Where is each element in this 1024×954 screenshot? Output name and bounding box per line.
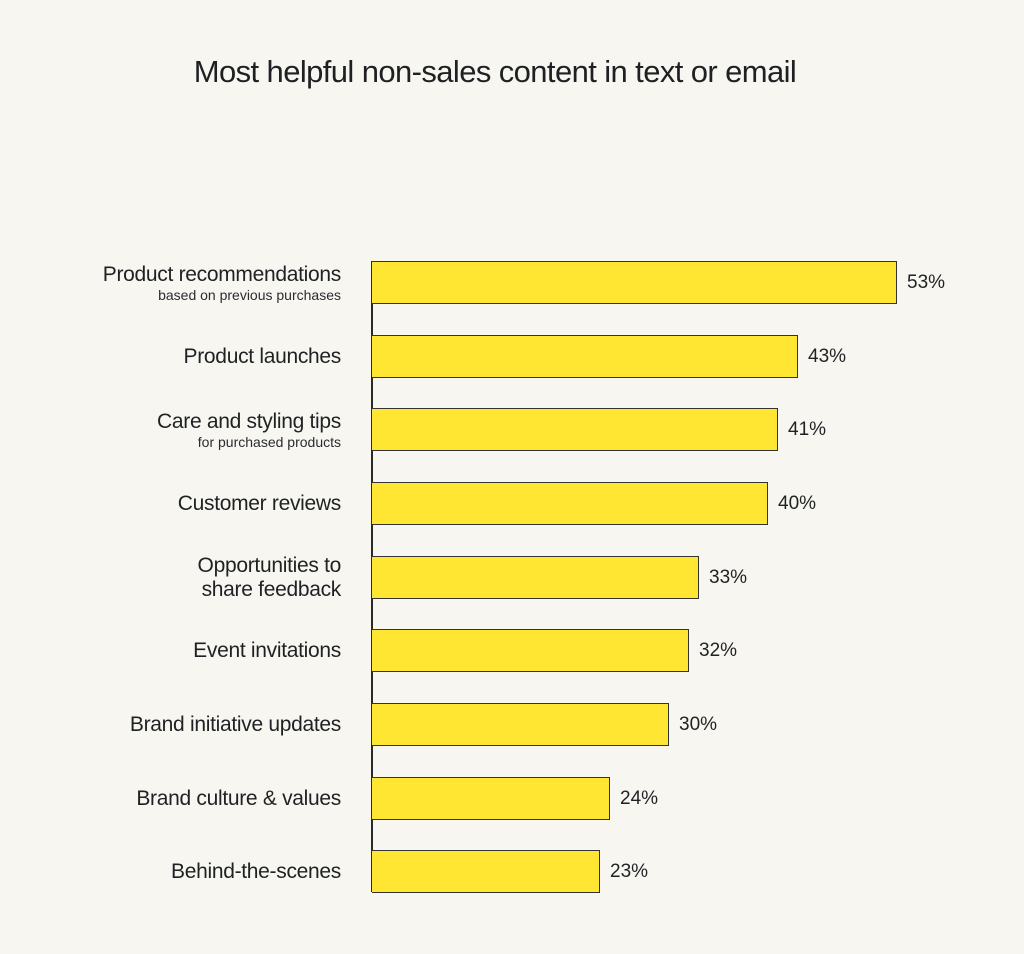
category-label: Customer reviews [177,482,342,526]
value-label: 23% [610,861,649,882]
bar-row: Behind-the-scenes 23% [0,850,1024,894]
bar-row: Brand initiative updates 30% [0,703,1024,747]
bar-row: Care and styling tips for purchased produ… [0,408,1024,452]
bar [372,261,897,304]
bar-row: Product recommendations based on previous… [0,261,1024,305]
bar [372,703,669,746]
bar [372,482,768,525]
category-label: Brand culture & values [136,777,341,821]
category-label: Care and styling tips for purchased produ… [157,408,341,452]
category-sublabel: based on previous purchases [158,286,341,303]
category-label-main: Event invitations [193,639,341,662]
category-label-line2: share feedback [201,578,342,601]
category-label: Brand initiative updates [130,703,341,747]
category-label-main: Brand initiative updates [129,713,341,736]
chart-title: Most helpful non-sales content in text o… [193,54,797,89]
category-label-main: Care and styling tips [157,409,341,433]
value-label: 40% [778,493,817,514]
value-label: 32% [699,640,738,661]
category-label-main: Product recommendations [102,262,342,286]
category-label: Opportunities to share feedback [197,554,342,601]
category-label-main: Customer reviews [177,492,342,515]
value-label: 53% [907,272,946,293]
bar [372,777,610,820]
bar-row: Product launches 43% [0,335,1024,379]
category-label-main: Behind-the-scenes [170,860,341,883]
category-label-main: Product launches [183,345,342,368]
category-label-main: Opportunities to [197,554,342,577]
value-label: 43% [808,346,847,367]
category-label-main: Brand culture & values [136,787,341,810]
value-label: 24% [620,788,659,809]
value-label: 33% [709,567,748,588]
bar [372,850,600,893]
bar-row: Customer reviews 40% [0,482,1024,526]
category-label: Product launches [183,335,342,379]
bar [372,408,778,451]
category-label: Event invitations [193,629,341,673]
value-label: 41% [788,419,827,440]
bar-row: Brand culture & values 24% [0,777,1024,821]
bar-row: Event invitations 32% [0,629,1024,673]
bar [372,556,699,599]
category-sublabel: for purchased products [197,433,341,450]
bar [372,629,689,672]
bar [372,335,798,378]
bar-row: Opportunities to share feedback 33% [0,554,1024,601]
value-label: 30% [679,714,718,735]
category-label: Product recommendations based on previous… [102,261,342,305]
category-label: Behind-the-scenes [171,850,341,894]
